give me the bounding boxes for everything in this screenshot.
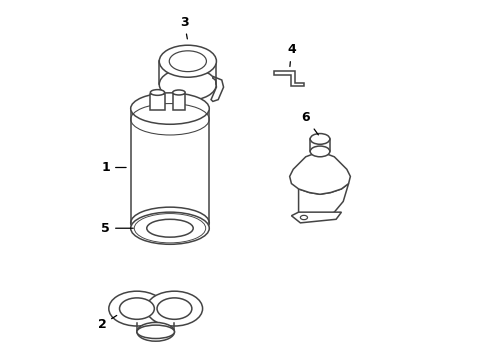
Text: 2: 2 <box>98 315 117 331</box>
Text: 5: 5 <box>101 222 133 235</box>
Ellipse shape <box>131 93 209 124</box>
Ellipse shape <box>169 51 206 72</box>
Ellipse shape <box>300 215 308 220</box>
Ellipse shape <box>137 325 174 338</box>
Ellipse shape <box>159 45 217 77</box>
Ellipse shape <box>159 68 217 100</box>
Text: 4: 4 <box>287 43 296 67</box>
Ellipse shape <box>150 90 165 95</box>
Polygon shape <box>298 184 348 221</box>
Ellipse shape <box>131 207 209 239</box>
Ellipse shape <box>310 134 330 144</box>
Polygon shape <box>290 152 350 194</box>
Text: 6: 6 <box>301 111 319 135</box>
Ellipse shape <box>172 90 185 95</box>
Bar <box>150 94 165 111</box>
Text: 3: 3 <box>180 15 189 39</box>
Bar <box>172 94 185 111</box>
Bar <box>131 109 209 223</box>
Ellipse shape <box>147 219 193 237</box>
Text: 1: 1 <box>101 161 126 174</box>
Bar <box>159 61 217 85</box>
Polygon shape <box>273 71 304 86</box>
Ellipse shape <box>157 298 192 319</box>
Polygon shape <box>211 76 223 102</box>
Ellipse shape <box>137 323 174 341</box>
Ellipse shape <box>109 291 165 326</box>
Ellipse shape <box>310 146 330 157</box>
Ellipse shape <box>147 291 202 326</box>
Polygon shape <box>292 212 342 223</box>
Ellipse shape <box>120 298 154 319</box>
Ellipse shape <box>131 212 209 244</box>
